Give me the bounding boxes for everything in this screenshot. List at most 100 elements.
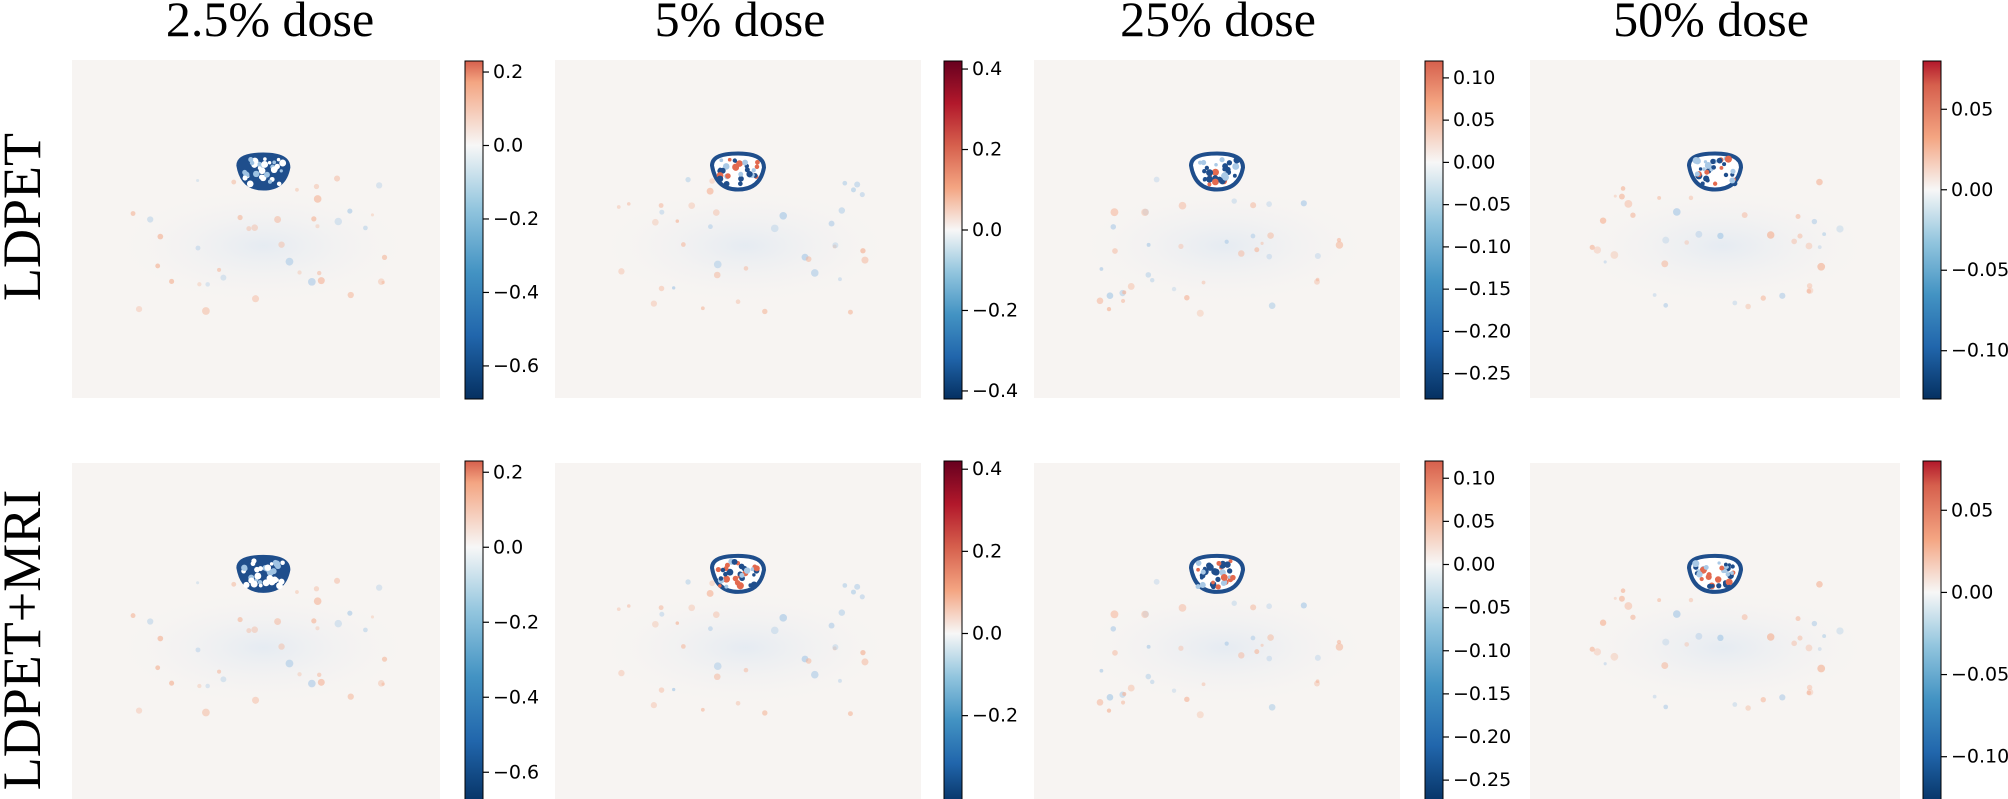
colorbar-r2-c2: 0.4 0.2 0.0 −0.2 — [943, 458, 1018, 799]
speckle-noise — [130, 577, 388, 717]
column-title-3: 25% dose — [1120, 0, 1316, 47]
colorbar-r1-c3: 0.10 0.05 0.00 −0.05 −0.10 −0.15 −0.20 −0.25 — [1424, 60, 1511, 400]
speckle-noise — [1589, 177, 1844, 310]
panel-r2-c3 — [1034, 463, 1400, 799]
row-title-2: LDPET+MRI — [0, 490, 52, 790]
speckle-noise — [1589, 579, 1844, 711]
colorbar-r1-c1: 0.2 0.0 −0.2 −0.4 −0.6 — [464, 60, 539, 400]
colorbar-tick-label: −0.6 — [493, 355, 539, 377]
colorbar-r2-c1: 0.2 0.0 −0.2 −0.4 −0.6 — [464, 460, 539, 799]
colorbar-tick-label: 0.05 — [1453, 510, 1495, 532]
colorbar-tick-label: −0.2 — [493, 208, 539, 230]
colorbar-tick-label: 0.0 — [972, 219, 1002, 241]
colorbar-tick-label: −0.4 — [493, 281, 539, 303]
colorbar-tick-label: 0.4 — [972, 458, 1002, 480]
brain-region — [709, 151, 767, 192]
colorbar-tick-label: 0.00 — [1951, 179, 1993, 201]
colorbar-tick-label: −0.20 — [1453, 320, 1511, 342]
colorbar-gradient — [1922, 60, 1942, 400]
body-haze — [108, 185, 418, 307]
colorbar-tick-label: 0.0 — [493, 135, 523, 157]
colorbar-tick-label: −0.20 — [1453, 726, 1511, 748]
colorbar-tick-label: 0.10 — [1453, 467, 1495, 489]
colorbar-tick-label: −0.2 — [972, 299, 1018, 321]
colorbar-tick-label: −0.05 — [1951, 259, 2008, 281]
colorbar-tick-label: 0.00 — [1453, 151, 1495, 173]
colorbar-tick-label: −0.6 — [493, 761, 539, 783]
body-haze — [108, 587, 418, 709]
colorbar-tick-label: −0.4 — [972, 380, 1018, 402]
colorbar-tick-label: 0.2 — [972, 540, 1002, 562]
speckle-noise — [130, 175, 388, 315]
body-haze — [1567, 587, 1878, 709]
colorbar-tick-label: −0.4 — [493, 686, 539, 708]
speckle-noise — [1096, 176, 1344, 317]
colorbar-gradient — [1922, 460, 1942, 799]
colorbar-tick-label: 0.0 — [972, 623, 1002, 645]
colorbar-r1-c2: 0.4 0.2 0.0 −0.2 −0.4 — [943, 58, 1018, 402]
panel-r1-c4 — [1530, 60, 1900, 398]
colorbar-tick-label: −0.05 — [1453, 194, 1511, 216]
colorbar-tick-label: 0.05 — [1453, 109, 1495, 131]
brain-region — [1188, 553, 1246, 594]
speckle-noise — [1096, 578, 1344, 719]
colorbar-tick-label: −0.05 — [1453, 597, 1511, 619]
body-haze — [591, 185, 900, 307]
colorbar-tick-label: −0.10 — [1951, 340, 2008, 362]
panel-r2-c4 — [1530, 463, 1900, 799]
colorbar-tick-label: −0.10 — [1951, 746, 2008, 768]
colorbar-tick-label: −0.15 — [1453, 683, 1511, 705]
colorbar-tick-label: −0.2 — [493, 611, 539, 633]
column-title-4: 50% dose — [1613, 0, 1809, 47]
brain-region — [1686, 151, 1744, 192]
row-title-1: LDPET — [0, 133, 52, 301]
colorbar-tick-label: 0.2 — [972, 139, 1002, 161]
brain-region — [709, 553, 767, 594]
colorbar-gradient — [943, 60, 963, 400]
colorbar-tick-label: 0.2 — [493, 61, 523, 83]
colorbar-gradient — [1424, 460, 1444, 799]
column-title-1: 2.5% dose — [166, 0, 374, 47]
colorbar-tick-label: −0.15 — [1453, 278, 1511, 300]
panel-r2-c1 — [72, 463, 440, 799]
colorbar-gradient — [464, 460, 484, 799]
panel-r1-c3 — [1034, 60, 1400, 398]
colorbar-tick-label: 0.2 — [493, 461, 523, 483]
colorbar-r2-c3: 0.10 0.05 0.00 −0.05 −0.10 −0.15 −0.20 −0.25 — [1424, 460, 1511, 799]
panel-r2-c2 — [555, 463, 921, 799]
body-haze — [1070, 587, 1379, 709]
speckle-noise — [616, 579, 869, 717]
colorbar-tick-label: 0.0 — [493, 536, 523, 558]
body-haze — [1567, 185, 1878, 307]
colorbar-gradient — [943, 460, 963, 799]
colorbar-tick-label: −0.10 — [1453, 236, 1511, 258]
colorbar-r1-c4: 0.05 0.00 −0.05 −0.10 — [1922, 60, 2008, 400]
speckle-noise — [616, 177, 869, 315]
colorbar-tick-label: 0.05 — [1951, 499, 1993, 521]
panel-grid: 0.20.0−0.2−0.4−0.60.40.20.0−0.2−0.40.100… — [72, 58, 2008, 799]
colorbar-tick-label: −0.25 — [1453, 363, 1511, 385]
body-haze — [591, 587, 900, 709]
colorbar-tick-label: −0.10 — [1453, 640, 1511, 662]
brain-region — [1188, 151, 1246, 192]
colorbar-tick-label: 0.00 — [1951, 581, 1993, 603]
colorbar-tick-label: 0.00 — [1453, 554, 1495, 576]
colorbar-gradient — [464, 60, 484, 400]
colorbar-tick-label: −0.2 — [972, 705, 1018, 727]
colorbar-tick-label: 0.05 — [1951, 98, 1993, 120]
colorbar-tick-label: −0.05 — [1951, 664, 2008, 686]
brain-region — [1686, 553, 1744, 594]
colorbar-tick-label: −0.25 — [1453, 769, 1511, 791]
colorbar-tick-label: 0.4 — [972, 58, 1002, 80]
brain-region — [236, 152, 291, 191]
column-titles: 2.5% dose 5% dose 25% dose 50% dose — [166, 0, 1809, 47]
colorbar-r2-c4: 0.05 0.00 −0.05 −0.10 — [1922, 460, 2008, 799]
panel-r1-c1 — [72, 60, 440, 398]
column-title-2: 5% dose — [655, 0, 826, 47]
colorbar-gradient — [1424, 60, 1444, 400]
panel-r1-c2 — [555, 60, 921, 398]
body-haze — [1070, 185, 1379, 307]
brain-region — [236, 554, 291, 593]
row-titles: LDPET LDPET+MRI — [0, 133, 52, 790]
